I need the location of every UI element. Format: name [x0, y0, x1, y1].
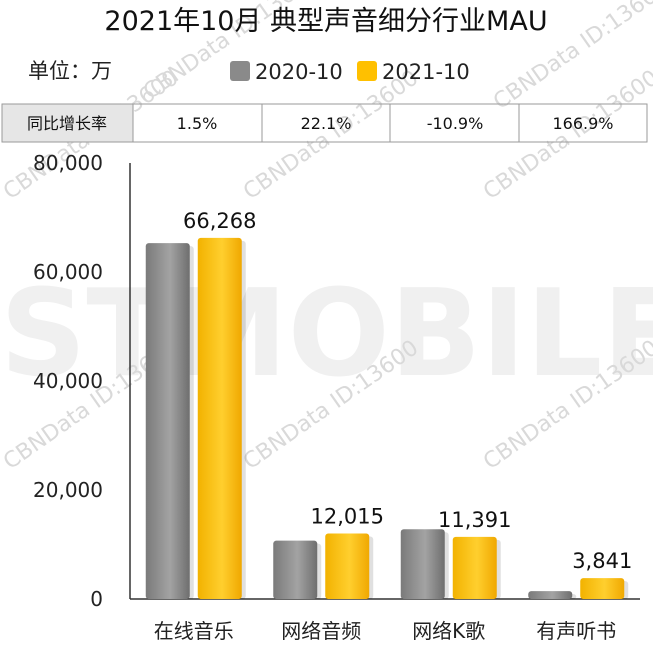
- unit-label: 单位：万: [28, 59, 112, 83]
- legend-label-2020: 2020-10: [255, 60, 343, 84]
- x-category-label: 有声听书: [536, 619, 616, 643]
- chart-title: 2021年10月 典型声音细分行业MAU: [104, 6, 547, 37]
- bar-2021-10-网络音频: [325, 533, 370, 599]
- y-tick-label: 60,000: [33, 260, 103, 284]
- yoy-table-border: [1, 103, 648, 143]
- yoy-value-online-music: 1.5%: [177, 114, 218, 133]
- bar-2021-10-网络K歌: [452, 536, 497, 599]
- x-axis-labels: 在线音乐 网络音频 网络K歌 有声听书: [154, 619, 617, 643]
- yoy-value-online-karaoke: -10.9%: [427, 114, 484, 133]
- bar-2020-10-有声听书: [528, 591, 573, 599]
- yoy-header-cell: [2, 104, 133, 142]
- y-tick-label: 40,000: [33, 369, 103, 393]
- data-label: 66,268: [183, 209, 256, 233]
- y-tick-label: 80,000: [33, 151, 103, 175]
- data-label: 11,391: [438, 508, 511, 532]
- yoy-table: 同比增长率 1.5% 22.1% -10.9% 166.9%: [1, 103, 648, 143]
- data-label: 3,841: [572, 549, 632, 573]
- data-label: 12,015: [311, 505, 384, 529]
- legend-swatch-2020: [230, 61, 250, 81]
- y-axis-ticks: 0 20,000 40,000 60,000 80,000: [33, 151, 103, 611]
- background-watermark: STMOBILE: [0, 265, 653, 404]
- x-category-label: 在线音乐: [154, 619, 234, 643]
- bar-2020-10-网络音频: [273, 540, 318, 599]
- x-category-label: 网络音频: [281, 619, 361, 643]
- yoy-header-label: 同比增长率: [27, 114, 107, 133]
- y-tick-label: 0: [90, 587, 103, 611]
- bar-2021-10-在线音乐: [197, 237, 242, 599]
- bar-2021-10-有声听书: [580, 578, 625, 599]
- bars: 66,268 12,015 11,391 3,841: [145, 209, 632, 600]
- yoy-value-online-audio: 22.1%: [301, 114, 352, 133]
- yoy-value-audiobook: 166.9%: [552, 114, 613, 133]
- bar-2020-10-网络K歌: [400, 529, 445, 599]
- y-tick-label: 20,000: [33, 478, 103, 502]
- watermark-text: CBNData ID:13600: [239, 66, 423, 205]
- x-category-label: 网络K歌: [412, 619, 485, 643]
- legend-swatch-2021: [357, 61, 377, 81]
- bar-2020-10-在线音乐: [145, 243, 190, 600]
- legend-label-2021: 2021-10: [382, 60, 470, 84]
